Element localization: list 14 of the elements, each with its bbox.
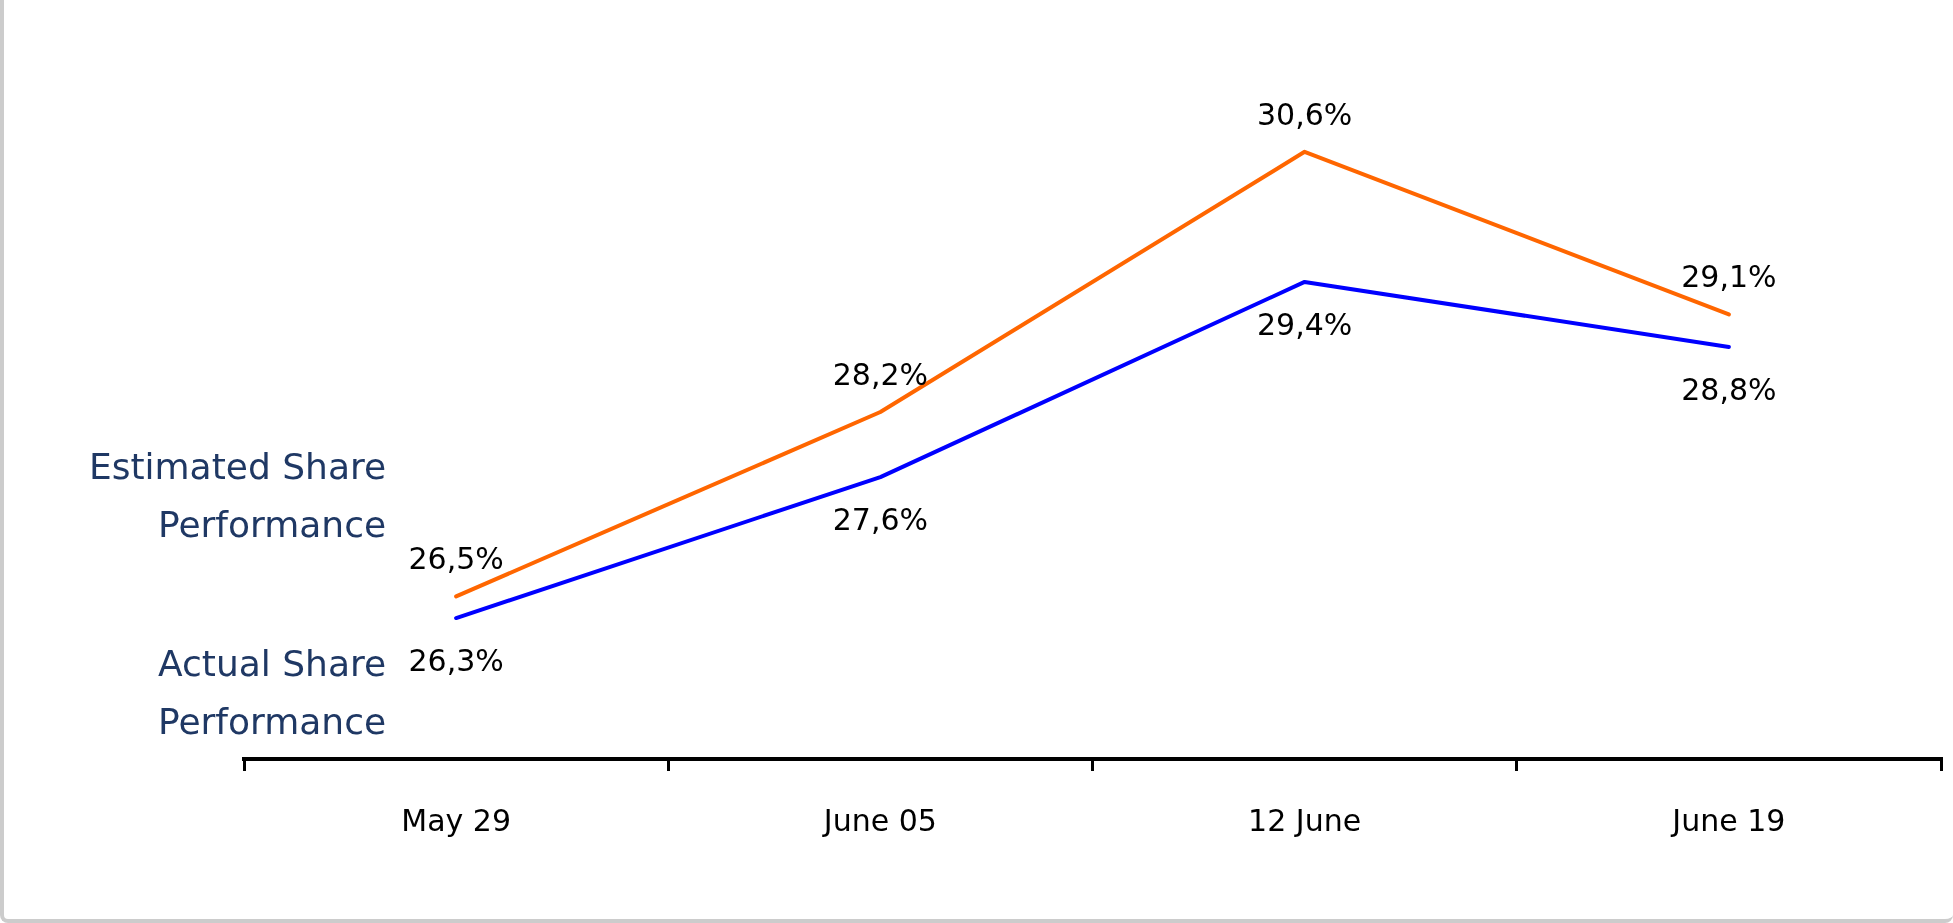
data-label: 26,3% [408,642,504,678]
x-tick-label: 12 June [1248,802,1362,838]
data-label: 28,8% [1681,371,1777,407]
data-label: 29,1% [1681,259,1777,295]
data-label: 30,6% [1256,96,1353,132]
data-label: 27,6% [832,501,929,537]
text: Estimated Share Performance [88,445,387,545]
data-label: 29,4% [1256,306,1353,342]
text: Actual Share Performance [157,643,387,743]
data-label: 26,5% [408,541,504,577]
x-tick-label: May 29 [401,802,511,838]
x-tick-label: June 05 [821,802,937,838]
data-label: 28,2% [832,356,929,392]
x-tick-label: June 19 [1670,802,1786,838]
